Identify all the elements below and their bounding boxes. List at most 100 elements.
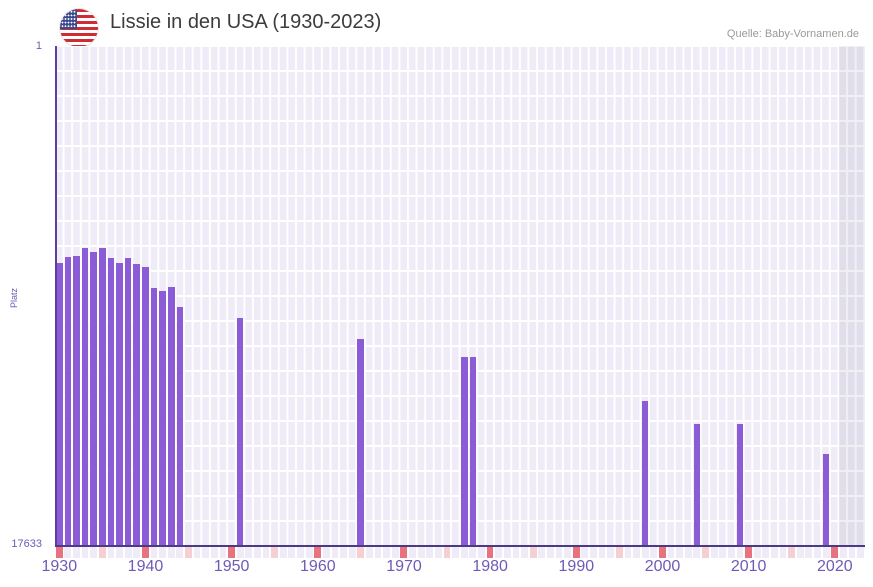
year-swatch (796, 547, 804, 558)
y-axis-line (55, 46, 57, 547)
year-swatch (598, 547, 606, 558)
us-flag-icon (60, 9, 98, 47)
bar-1930[interactable] (55, 262, 63, 545)
bar-1934[interactable] (90, 252, 97, 545)
year-swatch (814, 547, 821, 558)
year-swatch (667, 547, 675, 558)
year-swatch (521, 547, 528, 558)
year-swatch (710, 547, 718, 558)
year-swatch (771, 547, 778, 558)
year-swatch (469, 547, 477, 558)
plot-grid (55, 46, 865, 546)
bar-1940[interactable] (142, 266, 149, 545)
bar-1998[interactable] (641, 400, 649, 545)
year-swatch (331, 547, 339, 558)
year-swatch (555, 547, 563, 558)
year-swatch (314, 547, 322, 558)
bar-1936[interactable] (107, 257, 115, 545)
bar-1965[interactable] (357, 339, 365, 545)
x-axis-tick-1940: 1940 (127, 558, 164, 575)
bar-1935[interactable] (98, 248, 106, 545)
year-swatch (727, 547, 735, 558)
bar-1933[interactable] (81, 248, 89, 545)
year-swatch (305, 547, 313, 558)
year-swatch (228, 547, 235, 558)
year-swatch (167, 547, 175, 558)
x-axis-tick-2000: 2000 (644, 558, 681, 575)
year-swatch (822, 547, 830, 558)
year-swatch (297, 547, 304, 558)
year-swatch (607, 547, 615, 558)
year-swatch (529, 547, 537, 558)
year-swatch (219, 547, 227, 558)
year-swatch (633, 547, 640, 558)
year-swatch (650, 547, 658, 558)
year-swatch (159, 547, 167, 558)
year-swatch (564, 547, 572, 558)
year-swatch (495, 547, 503, 558)
chart-header: Lissie in den USA (1930-2023) Quelle: Ba… (0, 0, 873, 47)
bar-1931[interactable] (64, 256, 72, 545)
year-swatch (417, 547, 425, 558)
year-swatch (719, 547, 727, 558)
year-swatch (81, 547, 89, 558)
bar-2004[interactable] (693, 423, 701, 545)
year-swatch (400, 547, 408, 558)
year-swatch (788, 547, 796, 558)
year-swatch (288, 547, 296, 558)
year-swatch (210, 547, 218, 558)
year-swatch (426, 547, 434, 558)
year-swatch (176, 547, 184, 558)
year-swatch (383, 547, 391, 558)
bar-1942[interactable] (159, 291, 166, 545)
bar-1932[interactable] (73, 255, 80, 545)
year-swatch (64, 547, 72, 558)
year-swatch (452, 547, 459, 558)
bar-1978[interactable] (469, 357, 477, 545)
x-axis-tick-1950: 1950 (213, 558, 250, 575)
year-swatch (271, 547, 279, 558)
year-swatch (478, 547, 485, 558)
bar-1977[interactable] (460, 357, 468, 545)
year-swatch (460, 547, 468, 558)
year-swatch (374, 547, 382, 558)
x-axis-tick-1980: 1980 (472, 558, 508, 575)
bar-1951[interactable] (236, 317, 244, 545)
bar-1941[interactable] (150, 288, 158, 545)
bar-1938[interactable] (124, 257, 132, 545)
bar-1937[interactable] (116, 263, 123, 545)
flag-canton (60, 9, 77, 29)
year-swatch (124, 547, 132, 558)
year-swatch (615, 547, 623, 558)
source-attribution: Quelle: Baby-Vornamen.de (726, 28, 859, 40)
year-swatch (245, 547, 253, 558)
year-swatch (193, 547, 201, 558)
year-swatch (512, 547, 520, 558)
year-swatch (141, 547, 149, 558)
bar-1944[interactable] (176, 306, 184, 545)
bar-1943[interactable] (167, 286, 175, 545)
year-swatch (839, 547, 847, 558)
year-swatch (486, 547, 494, 558)
x-axis-line (55, 545, 865, 547)
year-swatch (805, 547, 813, 558)
year-swatch (831, 547, 839, 558)
page-title: Lissie in den USA (1930-2023) (110, 11, 382, 33)
year-swatch (848, 547, 856, 558)
y-axis-tick-bottom: 17633 (11, 538, 42, 550)
year-swatch (443, 547, 451, 558)
year-swatch (236, 547, 244, 558)
year-swatch (753, 547, 761, 558)
year-swatch (779, 547, 787, 558)
bar-1939[interactable] (133, 263, 141, 545)
bar-2019[interactable] (822, 454, 830, 545)
year-swatch (693, 547, 701, 558)
year-swatch (90, 547, 98, 558)
bar-2009[interactable] (736, 423, 744, 545)
year-swatch (538, 547, 546, 558)
year-swatch (55, 547, 63, 558)
x-axis-tick-1970: 1970 (386, 558, 422, 575)
year-swatch (98, 547, 106, 558)
year-swatch (546, 547, 554, 558)
x-axis-tick-1960: 1960 (300, 558, 336, 575)
